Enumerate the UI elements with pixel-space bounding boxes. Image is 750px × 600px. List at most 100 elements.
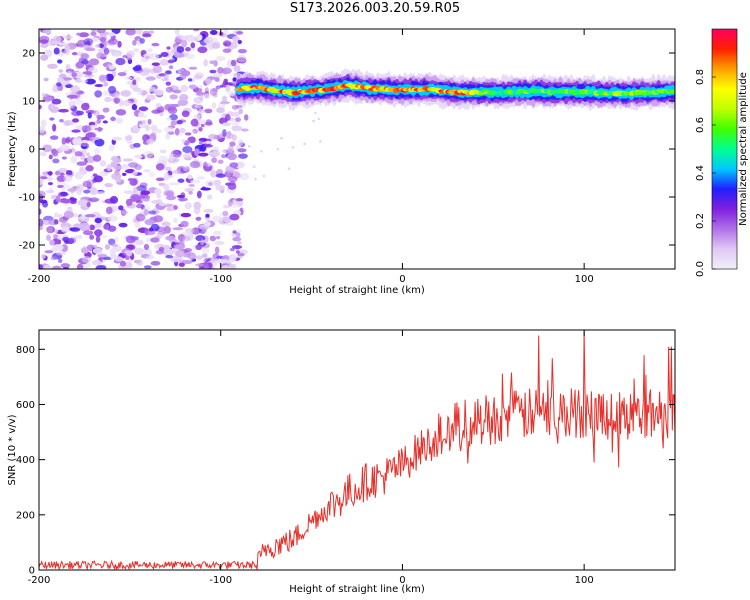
- noise-speckle: [96, 118, 102, 124]
- noise-speckle: [40, 43, 49, 49]
- noise-speckle: [195, 263, 206, 267]
- noise-speckle: [78, 32, 89, 38]
- noise-speckle: [196, 88, 203, 93]
- noise-speckle: [151, 62, 160, 66]
- noise-speckle: [191, 227, 201, 235]
- noise-speckle: [167, 106, 178, 115]
- noise-speckle: [172, 150, 182, 155]
- noise-speckle: [58, 42, 67, 46]
- noise-speckle: [176, 259, 187, 263]
- noise-speckle: [80, 222, 90, 228]
- spectrogram-y-tick-label: 20: [22, 49, 35, 60]
- noise-speckle: [193, 29, 200, 32]
- noise-speckle: [61, 137, 67, 145]
- noise-speckle: [142, 67, 151, 75]
- snr-x-tick-label: -100: [209, 575, 232, 586]
- noise-speckle: [202, 228, 207, 233]
- noise-speckle: [143, 243, 150, 251]
- noise-speckle: [184, 53, 195, 60]
- noise-speckle: [96, 29, 106, 34]
- noise-speckle: [236, 54, 247, 63]
- noise-speckle: [46, 234, 51, 241]
- noise-speckle: [82, 230, 94, 236]
- noise-speckle: [145, 94, 156, 101]
- noise-speckle: [187, 136, 196, 141]
- noise-speckle: [146, 237, 151, 243]
- noise-speckle: [143, 169, 151, 173]
- noise-speckle: [154, 89, 165, 96]
- noise-speckle: [81, 139, 89, 144]
- noise-speckle: [71, 110, 82, 117]
- noise-speckle: [180, 212, 192, 218]
- faint-speckle: [317, 117, 321, 121]
- snr-x-tick-label: -200: [28, 575, 51, 586]
- colorbar-tick-label: 0.8: [695, 69, 706, 85]
- noise-speckle: [229, 263, 237, 269]
- noise-speckle: [113, 245, 122, 252]
- noise-speckle: [66, 70, 73, 78]
- noise-speckle: [190, 42, 196, 49]
- snr-y-tick-label: 0: [29, 566, 35, 577]
- noise-speckle: [111, 136, 123, 141]
- noise-speckle: [44, 250, 54, 254]
- noise-speckle: [138, 106, 149, 111]
- spectrogram-plot-area: [39, 29, 675, 269]
- noise-speckle: [187, 174, 193, 180]
- noise-speckle: [222, 128, 227, 137]
- noise-speckle: [230, 59, 237, 67]
- noise-speckle: [148, 30, 155, 34]
- noise-speckle: [94, 84, 103, 88]
- noise-speckle: [104, 183, 114, 188]
- noise-speckle: [216, 55, 226, 62]
- noise-speckle: [209, 87, 218, 96]
- noise-speckle: [184, 132, 192, 136]
- colorbar-tick-label: 0.0: [695, 261, 706, 277]
- noise-speckle: [155, 177, 165, 182]
- noise-speckle: [73, 223, 82, 227]
- noise-speckle: [102, 120, 108, 124]
- noise-speckle: [209, 69, 217, 74]
- noise-speckle: [85, 78, 96, 85]
- noise-speckle: [92, 178, 97, 183]
- noise-speckle: [238, 153, 248, 159]
- noise-speckle: [111, 172, 122, 181]
- noise-speckle: [174, 29, 180, 36]
- noise-speckle: [165, 255, 174, 259]
- colorbar-label: Normalized spectral amplitude: [738, 72, 749, 226]
- noise-speckle: [215, 184, 225, 191]
- noise-speckle: [197, 46, 208, 54]
- noise-speckle: [103, 223, 110, 230]
- colorbar-frame: [711, 28, 738, 270]
- noise-speckle: [232, 230, 237, 234]
- faint-speckle: [291, 146, 295, 149]
- noise-speckle: [232, 236, 242, 242]
- noise-speckle: [165, 195, 177, 201]
- noise-speckle: [141, 33, 152, 38]
- noise-speckle: [41, 254, 46, 259]
- colorbar-tick-label: 0.2: [695, 213, 706, 229]
- noise-speckle: [187, 252, 197, 260]
- noise-speckle: [211, 215, 222, 223]
- noise-speckle: [138, 111, 145, 118]
- noise-speckle: [144, 55, 150, 60]
- noise-speckle: [64, 44, 71, 52]
- noise-speckle: [127, 162, 139, 168]
- noise-speckle: [40, 119, 47, 127]
- noise-speckle: [115, 57, 126, 66]
- noise-speckle: [223, 78, 229, 83]
- noise-speckle: [52, 265, 62, 269]
- noise-speckle: [148, 68, 160, 74]
- noise-speckle: [39, 126, 46, 133]
- noise-speckle: [196, 34, 203, 41]
- noise-speckle: [42, 265, 53, 269]
- noise-speckle: [145, 124, 150, 132]
- noise-speckle: [60, 191, 68, 197]
- snr-y-tick-label: 600: [16, 400, 35, 411]
- noise-speckle: [132, 79, 137, 86]
- noise-speckle: [60, 226, 70, 233]
- noise-speckle: [170, 120, 177, 127]
- noise-speckle: [132, 124, 140, 133]
- noise-speckle: [209, 151, 221, 157]
- noise-speckle: [131, 104, 138, 111]
